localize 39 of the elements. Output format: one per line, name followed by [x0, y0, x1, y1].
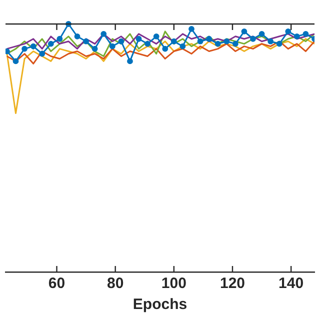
- point: [39, 50, 46, 57]
- x-tick-label: 140: [278, 275, 304, 292]
- point: [188, 26, 194, 32]
- point: [170, 38, 177, 44]
- point: [285, 28, 292, 34]
- point: [127, 58, 133, 64]
- point: [56, 36, 63, 42]
- point: [153, 33, 160, 40]
- point: [100, 30, 107, 37]
- point: [258, 30, 265, 37]
- point: [180, 43, 186, 50]
- point: [118, 38, 124, 44]
- point: [224, 38, 230, 44]
- x-axis-title: Epochs: [132, 296, 188, 314]
- point: [109, 43, 116, 50]
- point: [74, 33, 80, 40]
- point: [22, 46, 28, 52]
- point: [206, 36, 212, 42]
- point: [197, 38, 204, 44]
- point: [92, 46, 98, 52]
- point: [294, 33, 300, 40]
- point: [232, 40, 238, 47]
- x-tick-label: 80: [106, 275, 124, 292]
- point: [136, 36, 142, 42]
- point: [144, 40, 150, 47]
- x-tick-label: 120: [220, 275, 246, 292]
- point: [162, 46, 168, 52]
- point: [276, 40, 282, 47]
- point: [30, 43, 36, 50]
- point: [250, 36, 256, 42]
- point: [83, 38, 89, 44]
- point: [302, 30, 309, 37]
- point: [241, 28, 248, 34]
- point: [214, 40, 221, 47]
- point: [12, 58, 19, 64]
- point: [268, 38, 274, 44]
- x-tick-label: 60: [48, 275, 66, 292]
- point: [48, 40, 54, 47]
- x-tick-label: 100: [161, 275, 186, 292]
